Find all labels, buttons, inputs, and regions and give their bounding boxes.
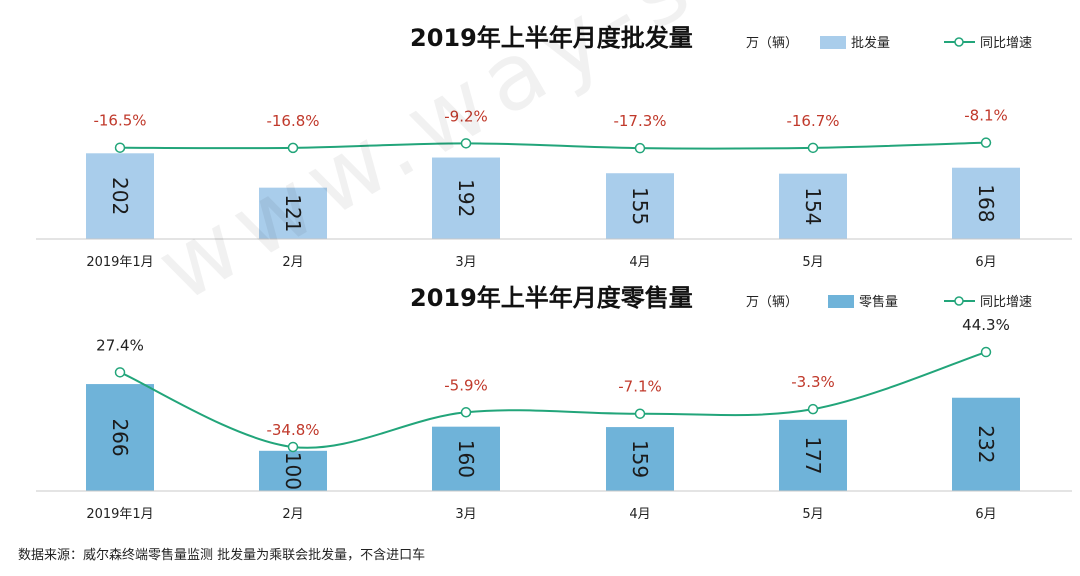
bar-value-label: 121 [281, 194, 305, 232]
bar [779, 173, 847, 239]
bar-value-label: 266 [108, 418, 132, 456]
growth-point [980, 137, 992, 148]
bar-value-label: 177 [801, 436, 825, 474]
growth-label: -16.5% [93, 112, 146, 130]
charts-canvas: 2019年上半年月度批发量 万（辆） 批发量 同比增速 202 121 192 155… [36, 24, 1072, 522]
growth-point [460, 138, 472, 149]
growth-label: -7.1% [618, 378, 662, 396]
bar-value-label: 100 [281, 452, 305, 490]
chart-wholesale: 2019年上半年月度批发量 万（辆） 批发量 同比增速 202 121 192 155… [36, 24, 1072, 270]
bar [606, 427, 674, 491]
source-note: 数据来源：威尔森终端零售量监测 批发量为乘联会批发量，不含进口车 [18, 548, 426, 563]
legend-bar-label: 批发量 [851, 35, 890, 51]
x-tick-label: 4月 [629, 507, 650, 522]
growth-point [634, 142, 646, 154]
x-tick-label: 5月 [802, 507, 823, 522]
growth-label: -8.1% [964, 107, 1008, 125]
growth-point-group [114, 346, 992, 453]
growth-label: -9.2% [444, 107, 488, 125]
growth-label: -16.8% [266, 112, 319, 130]
x-tick-label: 4月 [629, 255, 650, 270]
chart-retail: 2019年上半年月度零售量 万（辆） 零售量 同比增速 266 100 160 159… [36, 284, 1072, 522]
growth-point [114, 142, 126, 153]
x-tick-label: 2月 [282, 507, 303, 522]
bar [952, 167, 1020, 239]
bar [259, 450, 327, 491]
bar-value-label: 232 [974, 425, 998, 463]
x-tick-label: 2019年1月 [86, 507, 153, 522]
bar-value-label: 159 [628, 440, 652, 478]
legend-line-marker [954, 296, 964, 306]
growth-label: 44.3% [962, 316, 1010, 334]
bar-value-label: 160 [454, 440, 478, 478]
bar-value-label: 154 [801, 187, 825, 225]
growth-label: -16.7% [786, 112, 839, 130]
bar-value-label: 192 [454, 179, 478, 217]
bar [952, 397, 1020, 491]
legend-bar-swatch [828, 295, 854, 308]
bar [86, 153, 154, 239]
growth-label: -3.3% [791, 373, 835, 391]
legend-bar-swatch [820, 36, 846, 49]
bar-group: 202 121 192 155 154 168 [86, 153, 1020, 239]
growth-label-group: 27.4% -34.8% -5.9% -7.1% -3.3% 44.3% [96, 316, 1010, 439]
legend-line-label: 同比增速 [980, 36, 1032, 51]
bar-value-label: 202 [108, 177, 132, 215]
x-tick-label: 6月 [975, 255, 996, 270]
x-tick-group: 2019年1月 2月 3月 4月 5月 6月 [86, 255, 996, 270]
legend-line-marker [954, 37, 964, 47]
x-tick-label: 3月 [455, 255, 476, 270]
x-tick-label: 2019年1月 [86, 255, 153, 270]
unit-label: 万（辆） [746, 295, 798, 310]
x-tick-label: 2月 [282, 255, 303, 270]
growth-point-group [114, 137, 992, 154]
growth-point [287, 142, 299, 154]
growth-point [460, 407, 472, 418]
unit-label: 万（辆） [746, 36, 798, 51]
bar [606, 173, 674, 239]
growth-point [114, 367, 126, 378]
legend-line-label: 同比增速 [980, 295, 1032, 310]
growth-point [634, 408, 646, 419]
growth-line [119, 351, 987, 449]
bar [432, 157, 500, 239]
x-tick-label: 5月 [802, 255, 823, 270]
bar [86, 384, 154, 491]
growth-point [980, 346, 992, 358]
x-tick-group: 2019年1月 2月 3月 4月 5月 6月 [86, 507, 996, 522]
bar-value-label: 168 [974, 184, 998, 222]
growth-label-group: -16.5% -16.8% -9.2% -17.3% -16.7% -8.1% [93, 107, 1007, 131]
growth-point [287, 441, 299, 453]
chart-title: 2019年上半年月度零售量 [410, 284, 693, 312]
bar [779, 419, 847, 491]
growth-label: 27.4% [96, 336, 144, 354]
growth-label: -17.3% [613, 112, 666, 130]
chart-title: 2019年上半年月度批发量 [410, 24, 693, 52]
growth-label: -34.8% [266, 421, 319, 439]
growth-label: -5.9% [444, 376, 488, 394]
growth-point [807, 142, 819, 154]
x-tick-label: 3月 [455, 507, 476, 522]
bar [432, 426, 500, 491]
growth-line [119, 141, 987, 150]
bar-group: 266 100 160 159 177 232 [86, 384, 1020, 491]
bar [259, 187, 327, 239]
x-tick-label: 6月 [975, 507, 996, 522]
growth-point [807, 403, 819, 415]
bar-value-label: 155 [628, 187, 652, 225]
legend-bar-label: 零售量 [859, 294, 898, 310]
